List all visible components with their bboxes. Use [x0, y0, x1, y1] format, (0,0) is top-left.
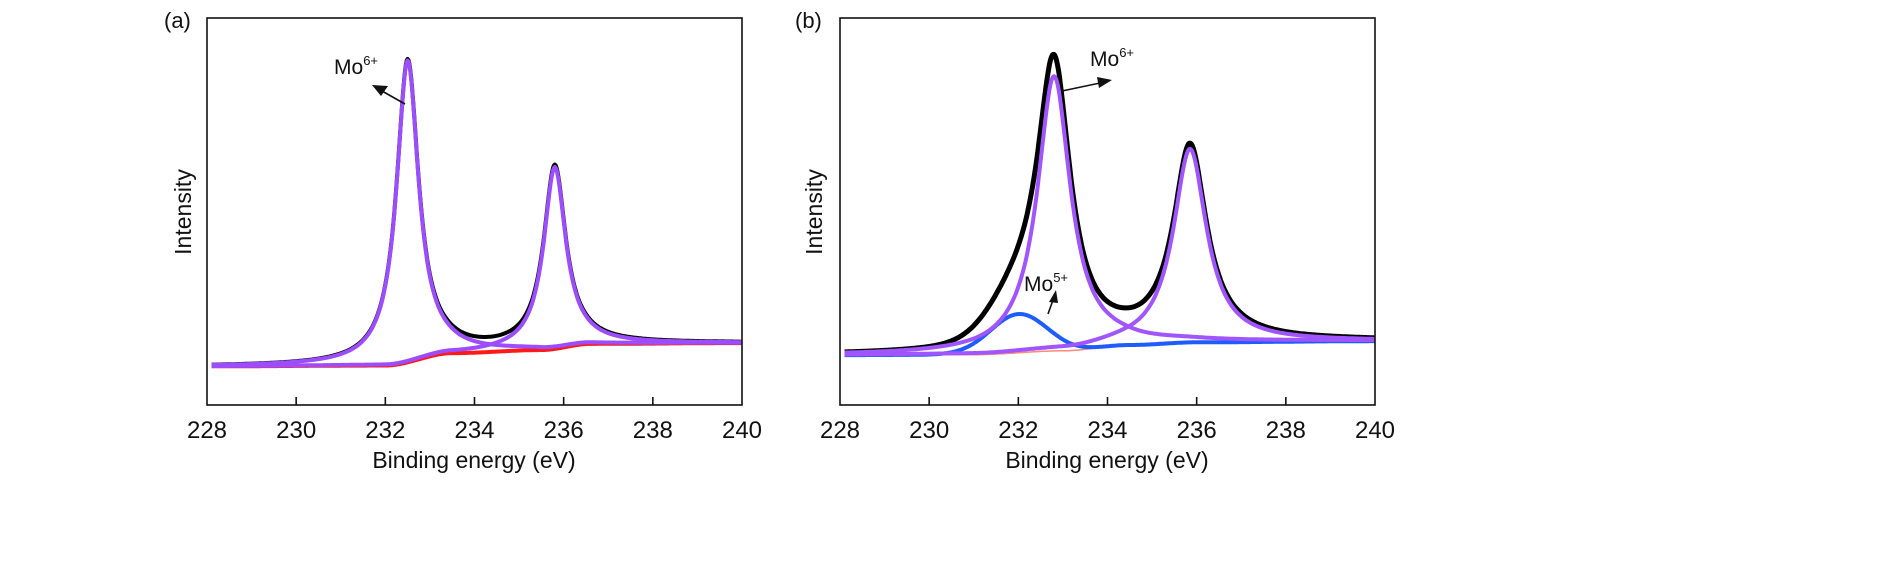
envelope-curve	[210, 57, 744, 367]
x-tick-label: 238	[633, 417, 673, 444]
panel-a-curves	[210, 57, 744, 369]
component-curve-1	[843, 74, 1377, 355]
panel-b-curves	[842, 51, 1377, 358]
panel-b-annotation-mo6: Mo6+	[1090, 45, 1134, 71]
x-tick-label: 238	[1266, 417, 1306, 444]
component-curve-0	[210, 58, 744, 367]
panel-b-y-axis-label: Intensity	[801, 169, 827, 255]
panel-a-annotation-mo6: Mo6+	[334, 53, 378, 79]
panel-a-y-axis-label: Intensity	[170, 169, 196, 255]
x-tick-label: 230	[909, 417, 949, 444]
panel-a-x-ticks: 228 230 232 234 236 238 240	[187, 397, 762, 444]
panel-b-x-ticks: 228 230 232 234 236 238 240	[820, 397, 1395, 444]
component-curve-1	[210, 165, 744, 368]
x-tick-label: 236	[544, 417, 584, 444]
x-tick-label: 228	[820, 417, 860, 444]
x-tick-label: 232	[998, 417, 1038, 444]
panel-a: (a) Intensity Binding energy (eV) 228 230…	[164, 8, 762, 473]
panel-b-annotation-mo6-arrow	[1061, 77, 1112, 92]
x-tick-label: 236	[1177, 417, 1217, 444]
x-tick-label: 232	[365, 417, 405, 444]
panel-b-x-axis-label: Binding energy (eV)	[1005, 447, 1208, 473]
panel-b-label: (b)	[795, 8, 822, 33]
envelope-curve	[842, 51, 1377, 355]
panel-b: (b) Intensity Binding energy (eV) 228 230…	[795, 8, 1395, 473]
x-tick-label: 240	[722, 417, 762, 444]
x-tick-label: 240	[1355, 417, 1395, 444]
panel-a-annotation-arrow	[372, 85, 406, 105]
panel-b-annotation-mo5-arrow	[1047, 290, 1058, 315]
panel-a-label: (a)	[164, 8, 191, 33]
x-tick-label: 234	[1087, 417, 1127, 444]
panel-b-annotation-mo5: Mo5+	[1024, 270, 1068, 296]
x-tick-label: 228	[187, 417, 227, 444]
x-tick-label: 234	[454, 417, 494, 444]
component-curve-2	[843, 147, 1377, 357]
panel-a-x-axis-label: Binding energy (eV)	[372, 447, 575, 473]
x-tick-label: 230	[276, 417, 316, 444]
